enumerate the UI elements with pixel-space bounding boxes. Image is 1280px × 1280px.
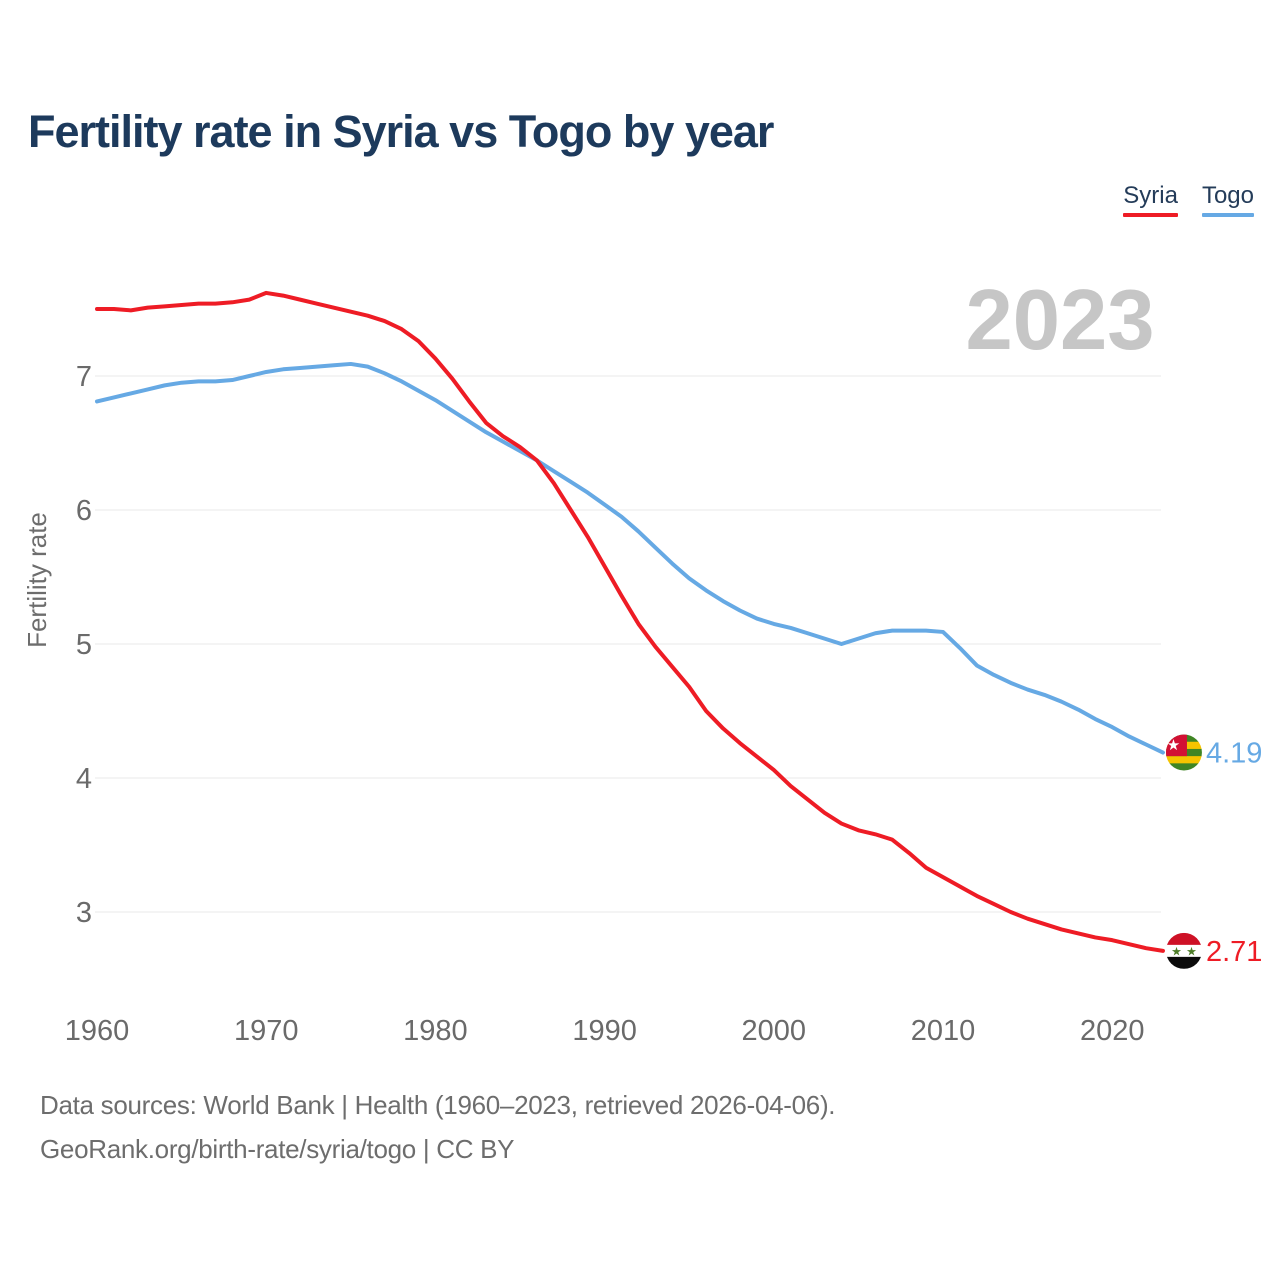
x-tick-label: 2000 — [742, 1015, 807, 1047]
syria-flag-star: ★ — [1186, 944, 1197, 958]
gridlines — [95, 375, 1161, 913]
y-axis-label: Fertility rate — [22, 512, 52, 648]
syria-line — [95, 290, 1165, 953]
x-tick-label: 1960 — [65, 1015, 130, 1047]
series-lines — [95, 290, 1165, 953]
y-tick-label: 7 — [76, 361, 92, 393]
togo-flag-star: ★ — [1167, 737, 1180, 754]
legend-label-syria: Syria — [1123, 182, 1178, 209]
togo-flag-icon: ★ — [1165, 734, 1202, 771]
legend-item-togo[interactable]: Togo — [1201, 182, 1254, 217]
footer-line-1: Data sources: World Bank | Health (1960–… — [40, 1090, 836, 1120]
page-title: Fertility rate in Syria vs Togo by year — [28, 106, 774, 157]
y-tick-labels: 7 6 5 4 3 — [76, 361, 92, 929]
legend-underline-syria — [1123, 213, 1178, 217]
y-tick-label: 5 — [76, 629, 92, 661]
legend-item-syria[interactable]: Syria — [1123, 182, 1178, 217]
legend-label-togo: Togo — [1201, 182, 1254, 209]
x-tick-label: 2020 — [1080, 1015, 1145, 1047]
x-tick-label: 1990 — [572, 1015, 637, 1047]
footer-line-2: GeoRank.org/birth-rate/syria/togo | CC B… — [40, 1133, 515, 1164]
x-tick-label: 2010 — [911, 1015, 976, 1047]
legend-underline-togo — [1201, 213, 1254, 217]
footer: Data sources: World Bank | Health (1960–… — [40, 1084, 836, 1171]
x-tick-label: 1970 — [234, 1015, 299, 1047]
syria-flag-star: ★ — [1171, 944, 1182, 958]
x-tick-label: 1980 — [403, 1015, 468, 1047]
year-watermark: 2023 — [965, 273, 1154, 368]
y-tick-label: 3 — [76, 897, 92, 929]
syria-end-value: 2.71 — [1206, 936, 1262, 968]
legend: Syria Togo — [1123, 182, 1254, 217]
y-tick-label: 4 — [76, 763, 92, 795]
y-tick-label: 6 — [76, 495, 92, 527]
togo-line — [95, 361, 1165, 755]
syria-flag-icon: ★ ★ — [1165, 932, 1202, 969]
x-tick-labels: 1960 1970 1980 1990 2000 2010 2020 — [65, 1015, 1145, 1047]
togo-end-value: 4.19 — [1206, 738, 1262, 770]
